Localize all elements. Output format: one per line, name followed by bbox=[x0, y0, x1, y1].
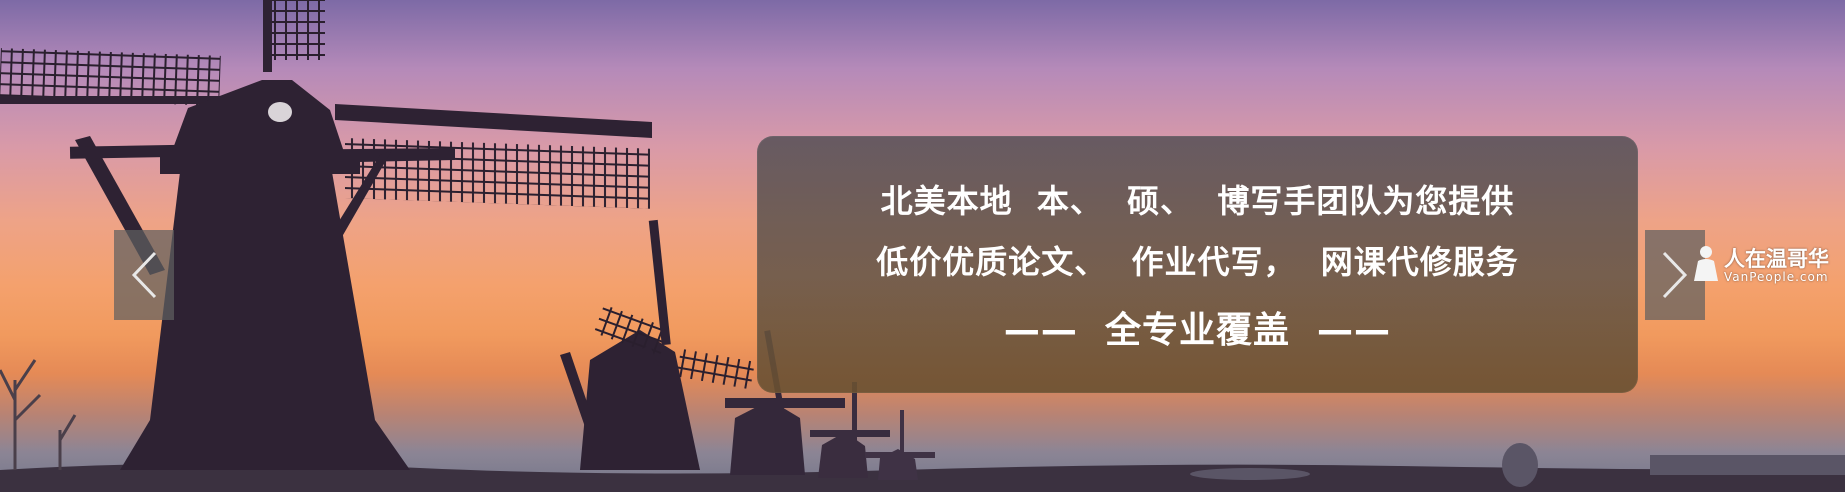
caption-line-3: —— 全专业覆盖 —— bbox=[1003, 310, 1392, 351]
large-windmill bbox=[0, 0, 652, 470]
watermark-title: 人在温哥华 bbox=[1724, 247, 1829, 271]
trees-right bbox=[1190, 443, 1845, 487]
carousel-prev-button[interactable] bbox=[114, 230, 174, 320]
person-icon bbox=[1694, 246, 1718, 281]
carousel-next-button[interactable] bbox=[1645, 230, 1705, 320]
trees-left bbox=[0, 359, 77, 470]
caption-line-1: 北美本地 本、 硕、 博写手团队为您提供 bbox=[880, 182, 1515, 220]
chevron-left-icon bbox=[131, 251, 157, 299]
small-windmill-2 bbox=[810, 382, 890, 478]
watermark-site: VanPeople.com bbox=[1724, 270, 1829, 284]
caption-line-2: 低价优质论文、 作业代写， 网课代修服务 bbox=[876, 243, 1519, 281]
slide-caption-card: 北美本地 本、 硕、 博写手团队为您提供 低价优质论文、 作业代写， 网课代修服… bbox=[757, 136, 1638, 393]
chevron-right-icon bbox=[1662, 251, 1688, 299]
middle-windmill bbox=[560, 219, 756, 470]
vanpeople-watermark: 人在温哥华 VanPeople.com bbox=[1690, 243, 1845, 288]
small-windmill-3 bbox=[865, 410, 935, 480]
